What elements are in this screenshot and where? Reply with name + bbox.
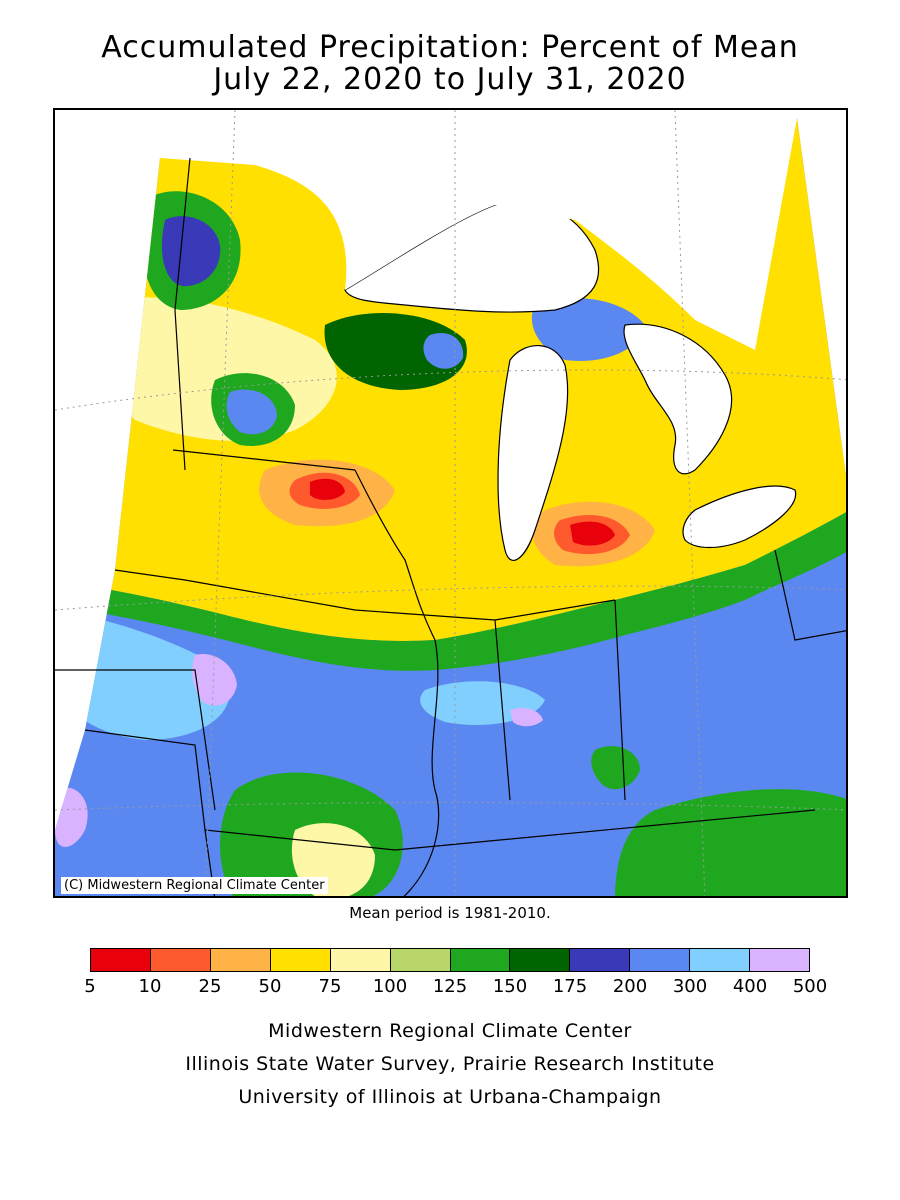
legend-swatch-10 — [690, 949, 751, 971]
legend-tick-10: 10 — [138, 976, 162, 997]
lake-huron — [623, 323, 733, 475]
legend-tick-300: 300 — [672, 976, 708, 997]
legend-swatch-1 — [150, 949, 211, 971]
legend-swatch-4 — [330, 949, 391, 971]
lake-erie — [682, 485, 797, 549]
legend-tick-150: 150 — [492, 976, 528, 997]
legend-swatch-5 — [390, 949, 451, 971]
legend-tick-500: 500 — [792, 976, 828, 997]
legend-tick-75: 75 — [318, 976, 342, 997]
legend-tick-labels: 5 10 25 50 75 100 125 150 175 200 300 400 500 — [0, 976, 900, 1000]
footer-org-line2: Illinois State Water Survey, Prairie Res… — [185, 1053, 715, 1075]
state-borders — [55, 157, 846, 896]
legend-color-bar — [90, 948, 810, 972]
precipitation-map: (C) Midwestern Regional Climate Center — [53, 108, 848, 898]
canada-region — [160, 110, 797, 350]
legend-swatch-0 — [91, 949, 151, 971]
legend-swatch-8 — [570, 949, 631, 971]
map-title-line2: July 22, 2020 to July 31, 2020 — [213, 62, 687, 97]
map-canvas — [55, 110, 846, 896]
legend-tick-175: 175 — [552, 976, 588, 997]
legend-swatch-3 — [270, 949, 331, 971]
lake-michigan — [497, 345, 569, 561]
legend-tick-50: 50 — [258, 976, 282, 997]
legend-swatch-6 — [450, 949, 511, 971]
legend-swatch-11 — [750, 949, 810, 971]
lake-superior — [344, 201, 600, 313]
copyright-label: (C) Midwestern Regional Climate Center — [61, 877, 328, 894]
footer-org-line3: University of Illinois at Urbana-Champai… — [238, 1086, 662, 1108]
legend-tick-5: 5 — [84, 976, 96, 997]
legend-swatch-7 — [510, 949, 571, 971]
map-title-line1: Accumulated Precipitation: Percent of Me… — [101, 30, 799, 65]
legend-tick-200: 200 — [612, 976, 648, 997]
legend-tick-125: 125 — [432, 976, 468, 997]
legend-swatch-2 — [210, 949, 271, 971]
legend-swatch-9 — [630, 949, 691, 971]
legend-tick-25: 25 — [198, 976, 222, 997]
mean-period-note: Mean period is 1981-2010. — [349, 904, 551, 922]
legend-tick-400: 400 — [732, 976, 768, 997]
legend-tick-100: 100 — [372, 976, 408, 997]
footer-org-line1: Midwestern Regional Climate Center — [268, 1020, 632, 1042]
